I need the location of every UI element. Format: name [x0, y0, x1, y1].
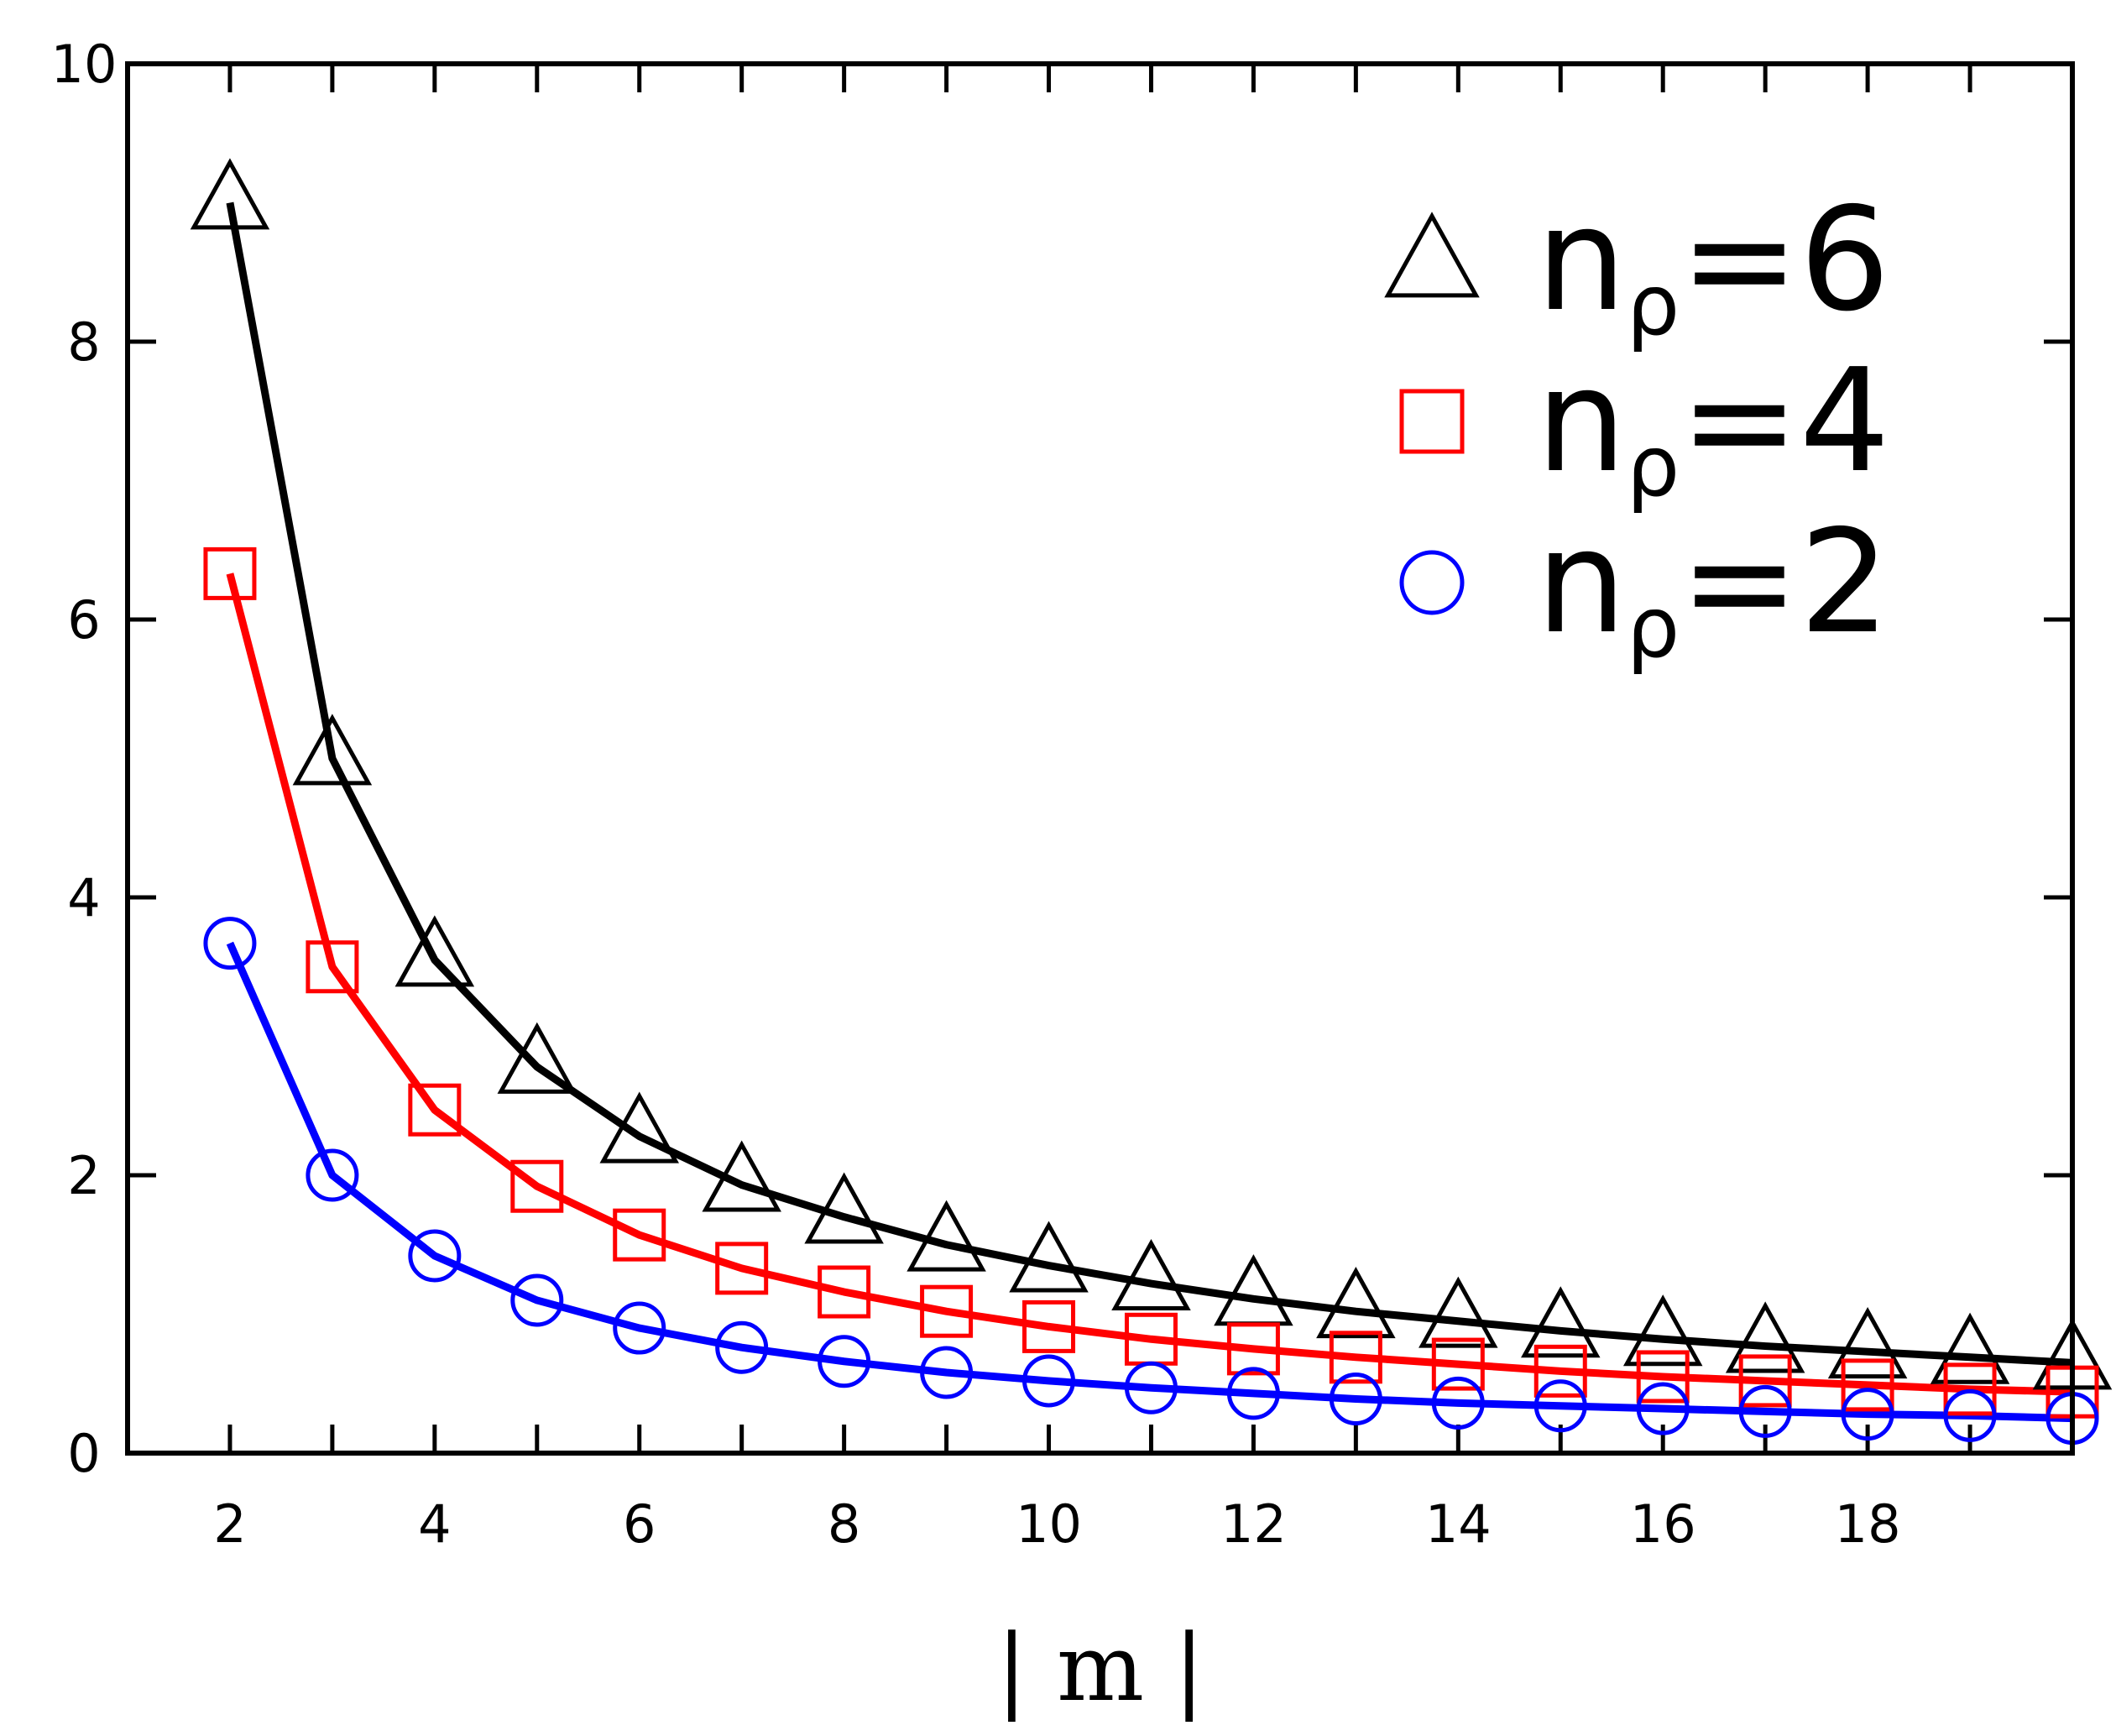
- data-point-triangle: [804, 1172, 884, 1244]
- data-point-triangle: [292, 714, 373, 786]
- legend-label: nρ=6: [1536, 177, 1890, 354]
- y-tick-label: 8: [67, 311, 100, 373]
- x-tick-label: 10: [1016, 1493, 1082, 1555]
- data-point-circle: [203, 917, 257, 970]
- y-tick-labels: 0 2 4 6 8 10: [51, 34, 118, 1484]
- data-point-square: [408, 1083, 462, 1137]
- x-tick-labels: 2 4 6 8 10 12 14 16 18: [213, 1493, 1900, 1555]
- data-point-triangle: [1009, 1221, 1089, 1293]
- data-point-triangle: [190, 158, 270, 230]
- y-tick-label: 2: [67, 1145, 100, 1206]
- data-point-square: [1533, 1344, 1587, 1398]
- data-point-circle: [1329, 1372, 1382, 1425]
- data-point-circle: [1841, 1388, 1894, 1441]
- data-point-square: [1636, 1350, 1690, 1404]
- data-point-circle: [613, 1301, 666, 1355]
- data-point-circle: [1431, 1376, 1485, 1430]
- data-point-square: [613, 1208, 666, 1262]
- data-point-square: [1226, 1322, 1280, 1376]
- legend: nρ=6nρ=4nρ=2: [1384, 177, 1890, 677]
- x-tick-label: 6: [623, 1493, 656, 1555]
- y-tick-label: 10: [51, 34, 118, 95]
- x-tick-label: 4: [418, 1493, 451, 1555]
- data-point-square: [1329, 1331, 1382, 1384]
- data-point-circle: [818, 1335, 871, 1388]
- series-markers: [190, 158, 2113, 1446]
- x-axis-title: | m |: [996, 1614, 1204, 1722]
- data-point-square: [715, 1242, 769, 1295]
- legend-label: nρ=2: [1536, 499, 1890, 677]
- series-line-square: [226, 573, 2073, 1396]
- plot-frame: [125, 61, 2075, 1456]
- data-point-triangle: [497, 1022, 577, 1094]
- data-point-circle: [1943, 1388, 1997, 1442]
- data-point-circle: [920, 1346, 974, 1399]
- series-lines: [226, 201, 2073, 1423]
- data-point-circle: [1533, 1379, 1587, 1433]
- data-point-square: [818, 1265, 871, 1319]
- data-point-square: [1943, 1362, 1997, 1416]
- data-point-triangle: [1725, 1301, 1805, 1373]
- data-point-circle: [1124, 1361, 1178, 1414]
- x-tick-label: 18: [1835, 1493, 1901, 1555]
- x-tick-label: 8: [828, 1493, 860, 1555]
- data-point-square: [1022, 1299, 1076, 1353]
- data-point-triangle: [599, 1091, 679, 1163]
- data-point-square: [1841, 1358, 1894, 1412]
- data-point-square: [203, 546, 257, 600]
- data-point-triangle: [1521, 1286, 1601, 1358]
- data-point-circle: [1226, 1367, 1280, 1420]
- data-point-triangle: [394, 915, 475, 987]
- data-point-square: [1738, 1354, 1792, 1408]
- data-point-circle: [408, 1229, 462, 1283]
- data-point-triangle: [1214, 1254, 1293, 1326]
- x-tick-label: 16: [1630, 1493, 1696, 1555]
- data-point-circle: [1022, 1354, 1076, 1408]
- x-tick-label: 12: [1220, 1493, 1287, 1555]
- data-point-circle: [715, 1320, 769, 1374]
- data-point-square: [510, 1159, 564, 1213]
- data-point-triangle: [1419, 1276, 1498, 1348]
- data-point-triangle: [1827, 1307, 1908, 1379]
- data-point-triangle: [1111, 1238, 1191, 1311]
- y-tick-label: 4: [67, 867, 100, 928]
- x-tick-label: 14: [1425, 1493, 1492, 1555]
- y-tick-label: 6: [67, 589, 100, 651]
- data-point-triangle: [702, 1140, 781, 1212]
- data-point-circle: [510, 1273, 564, 1327]
- data-point-circle: [1636, 1382, 1690, 1435]
- data-point-triangle: [1622, 1294, 1703, 1367]
- data-point-square: [920, 1284, 974, 1338]
- data-point-square: [306, 940, 359, 994]
- data-point-circle: [1738, 1384, 1792, 1438]
- data-point-circle: [306, 1148, 359, 1202]
- data-point-triangle: [1316, 1267, 1396, 1339]
- legend-marker-triangle: [1384, 212, 1480, 298]
- legend-label: nρ=4: [1536, 338, 1890, 515]
- series-line-circle: [226, 941, 2073, 1423]
- series-line-triangle: [226, 201, 2073, 1367]
- data-point-square: [1431, 1337, 1485, 1391]
- data-point-triangle: [906, 1200, 986, 1272]
- x-tick-label: 2: [213, 1493, 246, 1555]
- legend-marker-circle: [1399, 550, 1465, 615]
- data-point-triangle: [1930, 1312, 2010, 1384]
- y-tick-label: 0: [67, 1423, 100, 1484]
- legend-marker-square: [1399, 389, 1465, 454]
